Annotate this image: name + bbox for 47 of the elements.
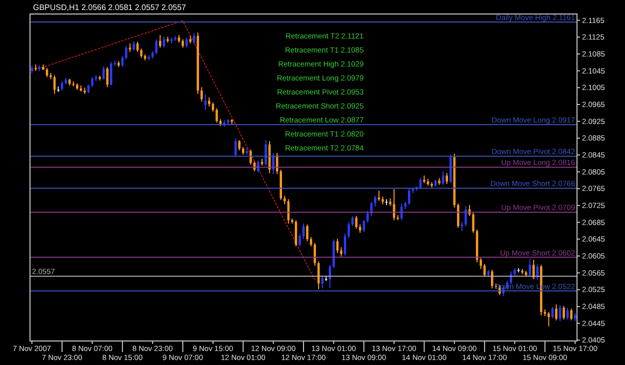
candlestick xyxy=(204,93,207,110)
candlestick xyxy=(212,102,214,112)
candlestick xyxy=(472,212,474,234)
candlestick xyxy=(46,67,48,78)
candlestick xyxy=(464,205,467,227)
candlestick xyxy=(216,108,218,124)
candlestick xyxy=(351,216,354,227)
candlestick xyxy=(490,269,494,289)
candlestick xyxy=(446,172,448,185)
candlestick xyxy=(348,221,350,238)
candlestick xyxy=(570,308,572,321)
candlestick xyxy=(408,188,410,206)
candlestick xyxy=(155,38,158,55)
candlestick xyxy=(483,263,486,278)
candlestick xyxy=(555,304,558,321)
candlestick xyxy=(125,45,128,60)
candlestick xyxy=(91,76,94,88)
candlestick xyxy=(264,140,267,166)
candlestick xyxy=(200,86,203,102)
candlestick xyxy=(480,258,482,270)
candlestick xyxy=(321,275,324,289)
candlestick xyxy=(306,224,308,242)
candlestick xyxy=(106,66,108,88)
candlestick xyxy=(362,220,365,232)
candlestick xyxy=(238,140,240,151)
candlestick xyxy=(528,258,531,278)
candlestick xyxy=(457,202,460,228)
candlestick xyxy=(132,40,135,52)
candlestick xyxy=(344,233,346,256)
candlestick xyxy=(340,246,342,257)
candlestick xyxy=(208,96,210,108)
candlestick xyxy=(298,233,301,247)
candlestick xyxy=(314,242,316,266)
candlestick xyxy=(548,311,550,327)
candlestick xyxy=(102,66,105,80)
chart-title: GBPUSD,H1 2.0566 2.0581 2.0557 2.0557 xyxy=(33,3,187,12)
candlestick xyxy=(60,80,64,92)
candlestick xyxy=(374,195,376,208)
candlestick xyxy=(192,32,196,45)
candlestick xyxy=(250,149,252,166)
candlestick xyxy=(562,306,565,320)
candlestick xyxy=(355,216,358,230)
candlestick xyxy=(53,74,56,94)
candlestick xyxy=(159,34,162,48)
candlestick xyxy=(366,210,369,224)
candlestick xyxy=(140,48,142,58)
candlestick xyxy=(257,160,260,173)
